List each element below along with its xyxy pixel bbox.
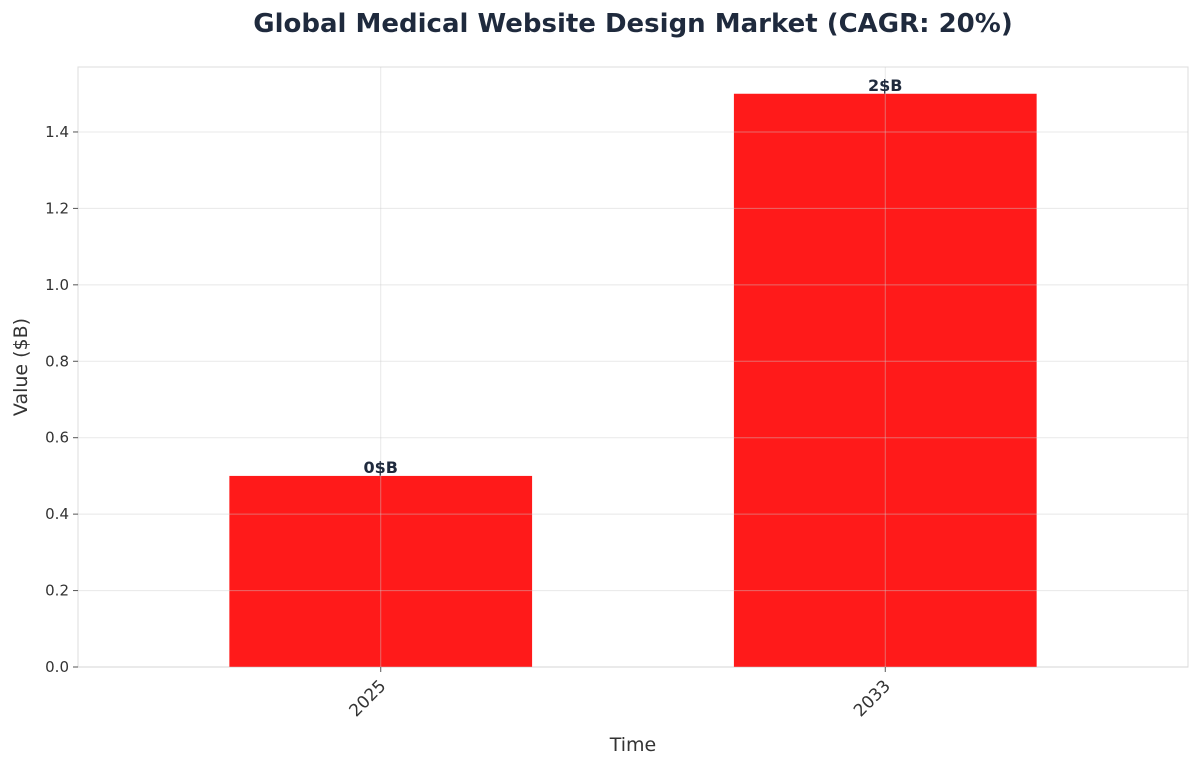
y-axis-label: Value ($B) xyxy=(10,318,32,416)
x-tick-label: 2025 xyxy=(346,676,391,721)
data-label: 2$B xyxy=(868,76,902,95)
y-tick-label: 0.0 xyxy=(45,658,69,676)
grid-layer xyxy=(78,67,1188,668)
x-axis-label: Time xyxy=(609,734,657,756)
data-labels-layer: 0$B 2$B xyxy=(363,76,902,477)
chart-title: Global Medical Website Design Market (CA… xyxy=(253,9,1012,39)
x-tick-label: 2033 xyxy=(850,676,895,721)
y-tick-label: 1.0 xyxy=(45,276,69,294)
y-tick-label: 0.2 xyxy=(45,582,69,600)
y-tick-label: 1.4 xyxy=(45,123,69,141)
y-axis-ticks: 0.0 0.2 0.4 0.6 0.8 1.0 1.2 1.4 xyxy=(45,123,78,676)
y-tick-label: 0.6 xyxy=(45,429,69,447)
y-tick-label: 0.8 xyxy=(45,352,69,370)
x-axis-ticks: 2025 2033 xyxy=(346,667,895,721)
data-label: 0$B xyxy=(363,458,397,477)
bars-layer xyxy=(229,93,1037,667)
bar-2033 xyxy=(733,93,1037,667)
bar-2025 xyxy=(229,475,533,667)
y-tick-label: 0.4 xyxy=(45,505,69,523)
y-tick-label: 1.2 xyxy=(45,199,69,217)
